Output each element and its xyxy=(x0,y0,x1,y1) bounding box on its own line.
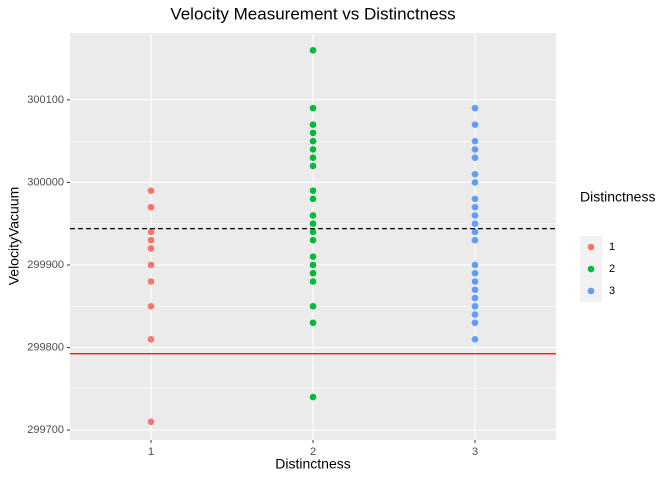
legend-marker xyxy=(587,243,595,251)
point xyxy=(471,269,479,277)
point xyxy=(309,121,317,128)
point xyxy=(471,195,479,203)
point xyxy=(471,137,479,145)
point xyxy=(147,203,155,211)
point xyxy=(147,335,155,343)
point xyxy=(147,236,155,244)
legend-label: 3 xyxy=(609,285,615,297)
point xyxy=(471,179,479,186)
legend-label: 2 xyxy=(609,263,615,275)
point xyxy=(309,261,317,269)
point xyxy=(471,278,479,285)
point xyxy=(309,146,317,153)
point xyxy=(471,121,479,128)
point xyxy=(147,278,155,285)
point xyxy=(471,236,479,244)
point xyxy=(147,245,155,252)
point xyxy=(309,162,317,170)
point xyxy=(471,212,479,219)
point xyxy=(309,212,317,219)
y-axis-label: VelocityVacuum xyxy=(6,187,22,286)
y-tick-label: 299700 xyxy=(27,424,64,436)
point xyxy=(309,187,317,194)
y-tick-label: 300000 xyxy=(27,176,64,188)
point xyxy=(147,228,155,236)
point xyxy=(309,302,317,310)
point xyxy=(471,170,479,178)
point xyxy=(471,228,479,236)
x-tick-label: 2 xyxy=(310,446,316,458)
point xyxy=(309,278,317,285)
point xyxy=(471,319,479,327)
point xyxy=(147,418,155,426)
point xyxy=(471,311,479,318)
point xyxy=(471,154,479,161)
point xyxy=(309,253,317,261)
x-axis-label: Distinctness xyxy=(275,456,350,472)
point xyxy=(309,195,317,203)
point xyxy=(471,335,479,343)
point xyxy=(309,269,317,277)
legend-title: Distinctness xyxy=(580,189,655,205)
point xyxy=(309,393,317,401)
y-tick-label: 299900 xyxy=(27,259,64,271)
point xyxy=(309,220,317,228)
point xyxy=(309,104,317,112)
point xyxy=(309,319,317,327)
point xyxy=(471,203,479,211)
point xyxy=(309,137,317,145)
x-tick-label: 3 xyxy=(472,446,478,458)
point xyxy=(309,228,317,236)
legend-label: 1 xyxy=(609,241,615,253)
point xyxy=(309,236,317,244)
point xyxy=(309,47,317,54)
point xyxy=(147,302,155,310)
y-tick-label: 300100 xyxy=(27,94,64,106)
point xyxy=(471,146,479,153)
chart-title: Velocity Measurement vs Distinctness xyxy=(170,4,455,23)
point xyxy=(309,129,317,137)
point xyxy=(471,104,479,112)
point xyxy=(471,302,479,310)
point xyxy=(471,220,479,228)
point xyxy=(471,294,479,302)
x-tick-label: 1 xyxy=(148,446,154,458)
legend-marker xyxy=(587,287,595,295)
point xyxy=(309,154,317,161)
point xyxy=(471,286,479,294)
point xyxy=(147,261,155,269)
point xyxy=(471,261,479,269)
point xyxy=(147,187,155,194)
legend-marker xyxy=(587,265,595,273)
y-tick-label: 299800 xyxy=(27,341,64,353)
